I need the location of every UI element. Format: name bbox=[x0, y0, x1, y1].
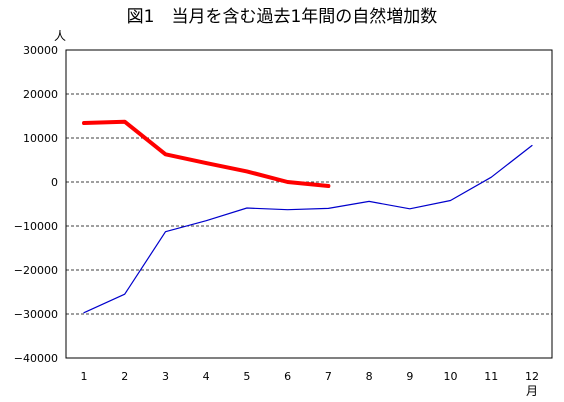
y-tick-label: 20000 bbox=[23, 88, 58, 101]
y-tick-label: 30000 bbox=[23, 44, 58, 57]
y-tick-label: −30000 bbox=[14, 308, 58, 321]
y-unit-label: 人 bbox=[54, 29, 66, 43]
y-tick-label: −10000 bbox=[14, 220, 58, 233]
x-tick-label: 1 bbox=[81, 370, 88, 383]
y-tick-label: −20000 bbox=[14, 264, 58, 277]
x-tick-label: 2 bbox=[121, 370, 128, 383]
x-tick-label: 5 bbox=[243, 370, 250, 383]
x-tick-label: 7 bbox=[325, 370, 332, 383]
x-tick-label: 11 bbox=[484, 370, 498, 383]
y-tick-label: −40000 bbox=[14, 352, 58, 365]
series-line-1 bbox=[82, 119, 331, 188]
x-tick-label: 6 bbox=[284, 370, 291, 383]
x-tick-label: 3 bbox=[162, 370, 169, 383]
x-tick-label: 8 bbox=[366, 370, 373, 383]
x-tick-label: 10 bbox=[444, 370, 458, 383]
series-line-2 bbox=[83, 144, 533, 314]
y-tick-label: 0 bbox=[51, 176, 58, 189]
x-tick-label: 9 bbox=[406, 370, 413, 383]
x-tick-label: 4 bbox=[203, 370, 210, 383]
chart-title: 図1 当月を含む過去1年間の自然増加数 bbox=[126, 7, 438, 27]
plot-area bbox=[65, 49, 553, 359]
x-unit-label: 月 bbox=[526, 384, 538, 398]
x-tick-label: 12 bbox=[525, 370, 539, 383]
y-tick-label: 10000 bbox=[23, 132, 58, 145]
